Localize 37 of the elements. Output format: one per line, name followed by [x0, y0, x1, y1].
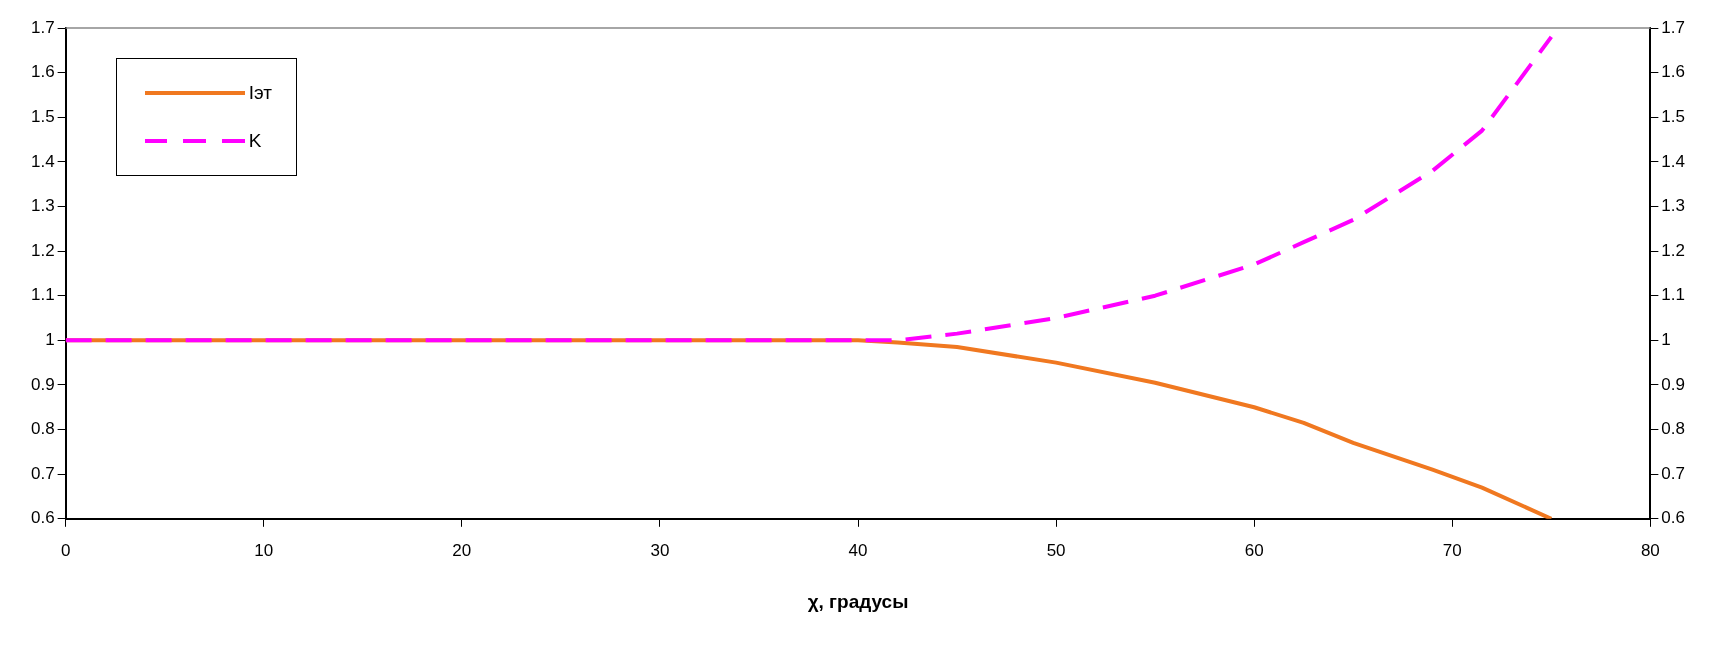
x-tick-label: 20 — [452, 540, 472, 560]
y2-tick-label: 1.5 — [1661, 106, 1686, 126]
y-tick-label: 1.6 — [30, 62, 55, 82]
x-tick-label: 30 — [650, 540, 670, 560]
y-tick-label: 1.3 — [30, 196, 55, 216]
x-tick-label: 0 — [60, 540, 71, 560]
y-tick-label: 1.7 — [30, 17, 55, 37]
x-tick-label: 10 — [254, 540, 274, 560]
x-tick-label: 70 — [1442, 540, 1462, 560]
x-tick-label: 50 — [1046, 540, 1066, 560]
legend-label: Iэт — [248, 82, 272, 104]
y2-tick-label: 0.6 — [1661, 508, 1686, 528]
y-tick-label: 1.2 — [30, 240, 55, 260]
y-tick-label: 0.9 — [30, 374, 55, 394]
legend-label: K — [248, 130, 262, 152]
y2-tick-label: 1.2 — [1661, 240, 1686, 260]
y2-tick-label: 1.4 — [1661, 151, 1686, 171]
y-tick-label: 0.7 — [30, 463, 55, 483]
y-tick-label: 0.6 — [30, 508, 55, 528]
y2-tick-label: 1 — [1661, 330, 1671, 350]
y2-tick-label: 1.3 — [1661, 196, 1686, 216]
x-tick-label: 40 — [848, 540, 868, 560]
y2-tick-label: 0.9 — [1661, 374, 1686, 394]
y-tick-label: 1.4 — [30, 151, 55, 171]
y2-tick-label: 1.7 — [1661, 17, 1686, 37]
y2-tick-label: 0.7 — [1661, 463, 1686, 483]
y-tick-label: 1.1 — [30, 285, 55, 305]
line-series — [65, 34, 1554, 343]
x-tick-label: 60 — [1244, 540, 1264, 560]
y-tick-label: 0.8 — [30, 419, 55, 439]
y2-tick-label: 1.6 — [1661, 62, 1686, 82]
y-tick-label: 1.5 — [30, 106, 55, 126]
x-axis-title: χ, градусы — [807, 590, 909, 612]
y2-tick-label: 1.1 — [1661, 285, 1686, 305]
y2-tick-label: 0.8 — [1661, 419, 1686, 439]
y-tick-label: 1 — [45, 330, 55, 350]
x-tick-label: 80 — [1640, 540, 1660, 560]
